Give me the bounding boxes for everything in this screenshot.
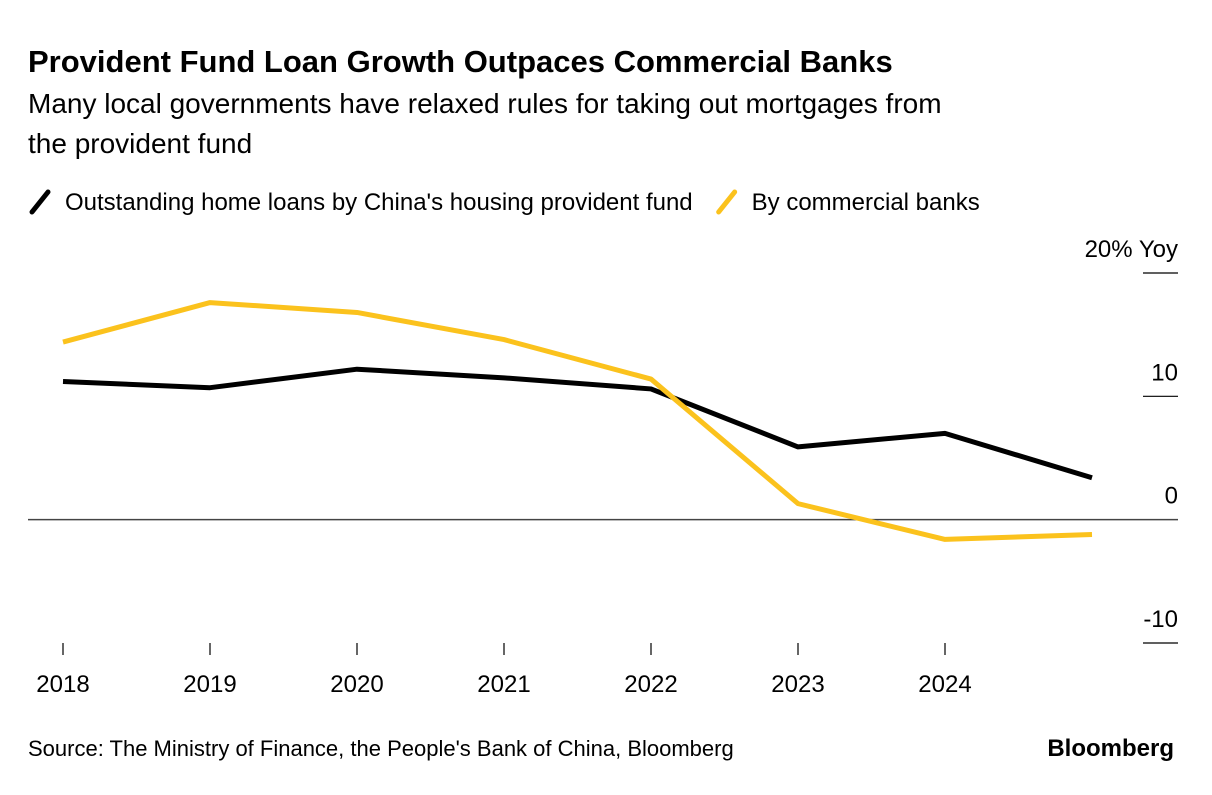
- legend-label: Outstanding home loans by China's housin…: [65, 189, 693, 216]
- legend-swatch: [29, 189, 51, 215]
- x-tick-label: 2022: [624, 671, 677, 698]
- x-tick-label: 2020: [330, 671, 383, 698]
- y-tick-label: 0: [1165, 483, 1178, 510]
- y-tick-label: 10: [1151, 359, 1178, 386]
- legend-swatch: [716, 189, 738, 215]
- chart-subtitle: Many local governments have relaxed rule…: [28, 88, 942, 119]
- chart-subtitle: the provident fund: [28, 128, 252, 159]
- series-line: [62, 300, 1093, 542]
- x-tick-label: 2024: [918, 671, 971, 698]
- x-tick-label: 2018: [36, 671, 89, 698]
- x-tick-label: 2023: [771, 671, 824, 698]
- brand: Bloomberg: [1047, 735, 1174, 762]
- y-tick-label: 20% Yoy: [1085, 236, 1178, 263]
- x-tick-label: 2019: [183, 671, 236, 698]
- x-tick-label: 2021: [477, 671, 530, 698]
- chart-title: Provident Fund Loan Growth Outpaces Comm…: [28, 44, 893, 79]
- source: Source: The Ministry of Finance, the Peo…: [28, 736, 734, 761]
- y-tick-label: -10: [1143, 606, 1178, 633]
- legend-label: By commercial banks: [752, 189, 980, 216]
- series-line: [62, 366, 1093, 481]
